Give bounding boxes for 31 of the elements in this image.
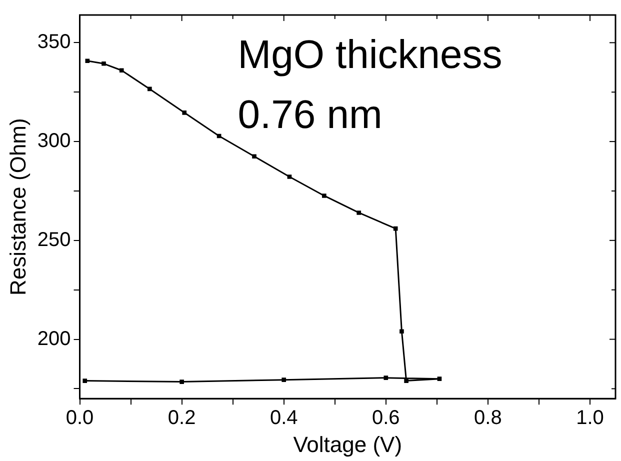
- point: [102, 61, 106, 66]
- point: [404, 378, 408, 383]
- point: [393, 226, 398, 231]
- point: [437, 376, 442, 381]
- point: [119, 68, 124, 73]
- point: [82, 378, 88, 383]
- point: [85, 58, 90, 64]
- point: [287, 174, 292, 179]
- point: [356, 210, 362, 215]
- x-tick-label: 1.0: [576, 407, 604, 430]
- point: [322, 194, 326, 198]
- annotation: MgO thickness 0.76 nm: [238, 33, 502, 138]
- point: [180, 380, 184, 384]
- x-tick-label: 0.8: [474, 407, 502, 430]
- x-axis-title: Voltage (V): [293, 432, 402, 457]
- y-tick-label: 300: [37, 130, 71, 152]
- point: [282, 378, 286, 382]
- y-tick-label: 250: [37, 228, 71, 251]
- y-tick-label: 350: [37, 31, 71, 54]
- point: [148, 86, 152, 92]
- x-tick-label: 0.2: [168, 407, 196, 430]
- y-tick-label: 200: [37, 328, 71, 350]
- x-tick-label: 0.4: [270, 407, 298, 430]
- point: [252, 154, 256, 159]
- x-tick-label: 0.0: [66, 407, 94, 430]
- point: [400, 329, 404, 334]
- x-tick-label: 0.6: [372, 407, 400, 430]
- point: [384, 376, 388, 380]
- point: [216, 134, 222, 138]
- point: [182, 110, 187, 115]
- y-axis-title: Resistance (Ohm): [5, 118, 30, 296]
